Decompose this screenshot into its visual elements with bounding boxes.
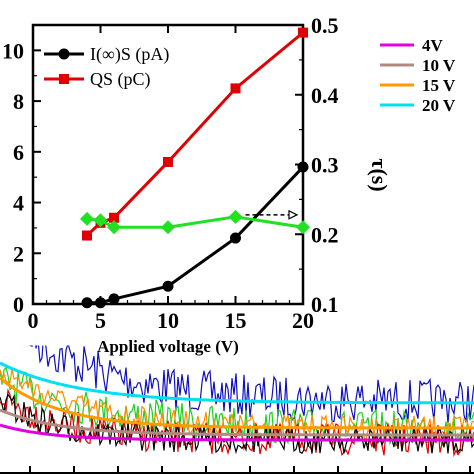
point-circle [230, 232, 241, 244]
outer-legend-label: 10 V [422, 56, 456, 75]
legend-label: I(∞)S (pA) [90, 44, 169, 65]
point-square [298, 27, 308, 38]
noisy-trace-2 [0, 369, 474, 441]
point-square [109, 212, 119, 223]
right-axis-label: τ(s) [367, 158, 392, 191]
point-square [163, 156, 173, 167]
point-diamond [107, 220, 121, 235]
outer-y-tick-label: 2 [13, 241, 24, 266]
y-right-tick-label: 0.2 [311, 222, 339, 247]
point-circle [297, 161, 309, 173]
fit-curve-2 [0, 408, 474, 437]
x-axis-label: Applied voltage (V) [97, 337, 239, 356]
noisy-trace-0 [0, 287, 474, 424]
fit-curve-3 [0, 423, 474, 442]
inset-axis-ticks: 0 5 10 15 200.1 0.2 0.3 0.4 0.5 [28, 13, 339, 333]
fit-curve-1 [0, 376, 474, 430]
outer-y-tick-label: 6 [13, 140, 24, 165]
point-square [230, 83, 241, 94]
outer-legend-label: 15 V [422, 76, 456, 95]
x-tick-label: 5 [95, 308, 106, 333]
point-diamond [80, 211, 94, 226]
legend-marker [58, 48, 70, 60]
x-tick-label: 10 [157, 308, 179, 333]
point-diamond [161, 220, 175, 235]
point-circle [162, 280, 174, 292]
outer-legend-label: 4V [422, 36, 444, 55]
point-diamond [296, 220, 310, 235]
outer-y-tick-label: 8 [13, 89, 24, 114]
inset-chart: 0 5 10 15 200.1 0.2 0.3 0.4 0.5 I(∞)S (pA) QS (pC… [28, 13, 393, 356]
inset-series [80, 27, 310, 309]
outer-y-tick-label: 0 [13, 292, 24, 317]
y-right-tick-label: 0.5 [311, 13, 339, 38]
point-square [82, 230, 92, 241]
noisy-trace-4 [0, 393, 474, 455]
point-circle [95, 297, 106, 309]
fit-curve-0 [0, 361, 474, 405]
outer-y-tick-label: 10 [2, 38, 24, 63]
inset-legend: I(∞)S (pA) QS (pC) [44, 44, 169, 90]
background-fit-curves [0, 361, 474, 442]
point-diamond [228, 209, 243, 224]
y-right-tick-label: 0.1 [311, 292, 339, 317]
x-tick-label: 15 [225, 308, 247, 333]
legend-label: QS (pC) [90, 69, 151, 90]
y-right-tick-label: 0.4 [311, 83, 339, 108]
x-tick-label: 20 [292, 308, 314, 333]
annotation-arrow-head [288, 209, 299, 220]
point-diamond [93, 213, 108, 228]
point-circle [108, 293, 120, 305]
outer-y-tick-label: 4 [13, 191, 24, 216]
y-right-tick-label: 0.3 [311, 153, 339, 178]
point-circle [81, 297, 93, 309]
legend-marker [59, 74, 69, 84]
outer-legend-label: 20 V [422, 96, 456, 115]
x-tick-label: 0 [28, 308, 39, 333]
